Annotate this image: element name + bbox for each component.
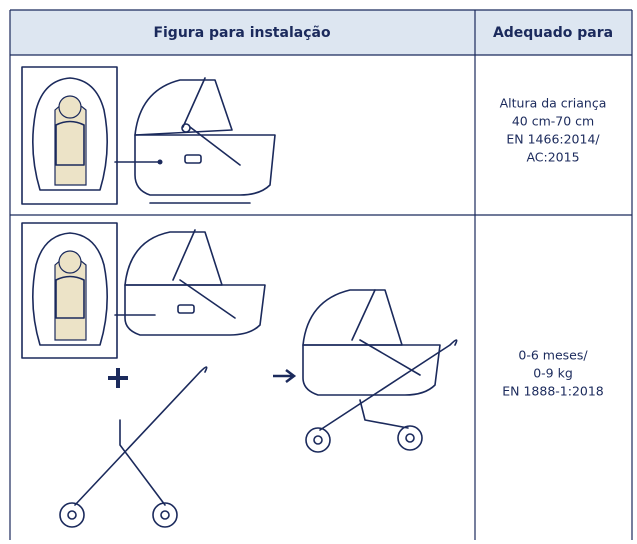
infant-illustration [21,66,118,205]
header-background [10,10,632,55]
cell-line: Altura da criança [500,96,607,111]
cell-line: EN 1888-1:2018 [502,384,604,399]
cell-line: AC:2015 [526,150,579,165]
suitable-cell: Altura da criança 40 cm-70 cm EN 1466:20… [500,96,607,399]
infant-illustration [21,222,118,359]
frame-illustration [59,366,208,528]
header-cell: Figura para instalação [153,25,331,41]
bassinet-illustration [114,229,266,336]
cell-line: 40 cm-70 cm [512,114,594,129]
bassinet-illustration [114,77,276,204]
cell-line: 0-6 meses/ [518,348,588,363]
cell-line: EN 1466:2014/ [506,132,600,147]
cell-line: 0-9 kg [533,366,573,381]
stroller-illustration [302,289,458,453]
arrow-icon [273,369,297,383]
header-cell: Adequado para [493,25,613,41]
plus-icon [108,368,128,388]
table-grid [9,9,633,540]
